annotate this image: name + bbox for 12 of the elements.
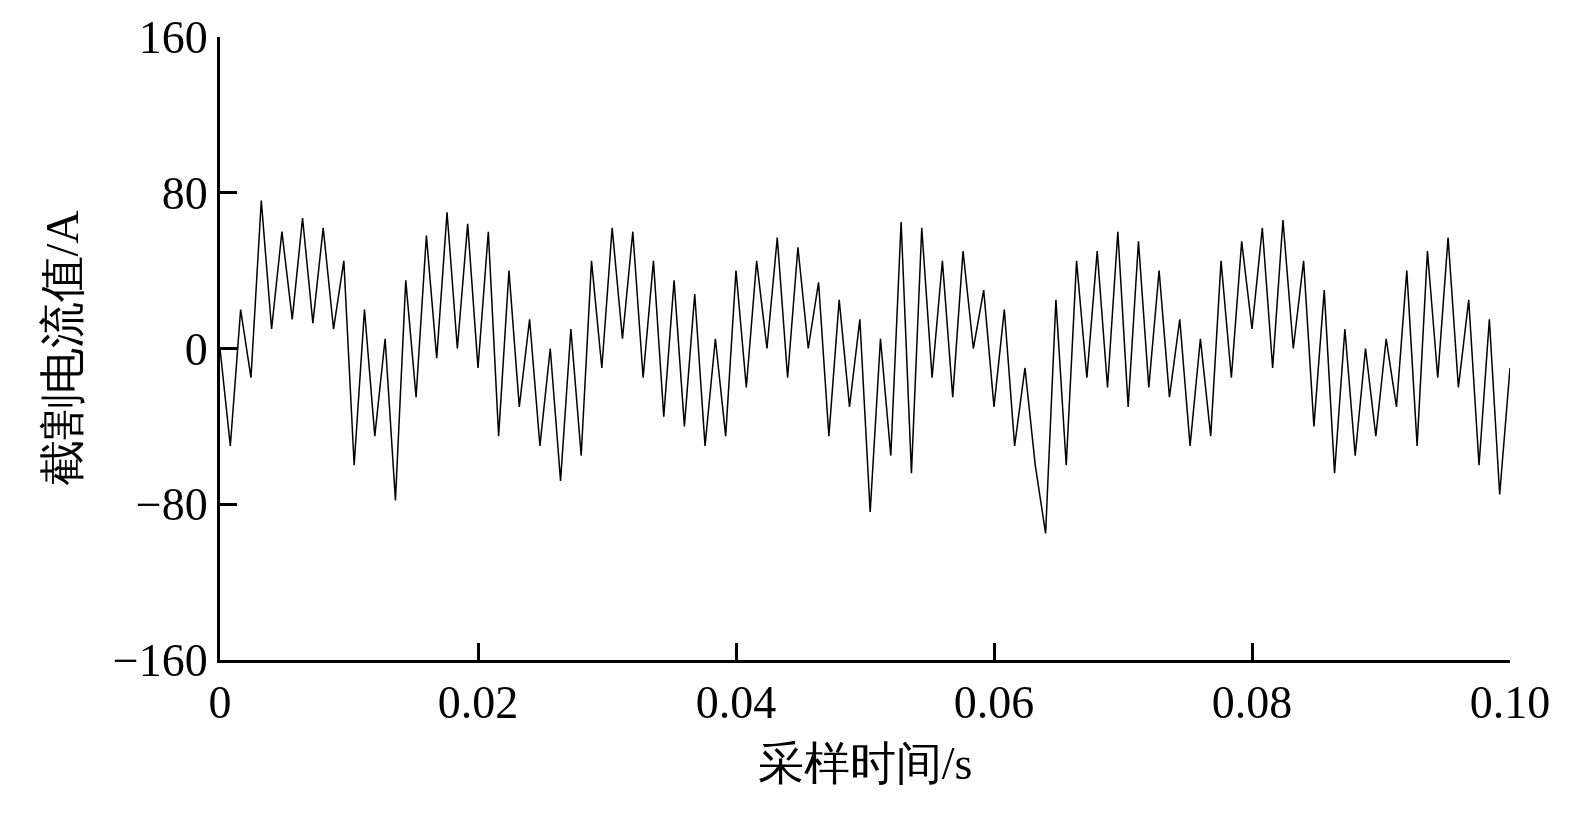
y-axis-title: 截割电流值/A (37, 210, 89, 487)
x-tick-label: 0.08 (1211, 677, 1293, 729)
x-tick-label: 0.10 (1469, 677, 1551, 729)
y-tick-label: 0 (184, 323, 208, 375)
y-tick-label: 80 (161, 167, 208, 219)
x-tick-label: 0.06 (953, 677, 1035, 729)
y-tick-label: 160 (138, 12, 208, 64)
x-axis-title: 采样时间/s (757, 737, 973, 789)
y-tick-label: −80 (135, 479, 208, 531)
y-tick-label: −160 (112, 635, 208, 687)
x-tick-label: 0.02 (437, 677, 519, 729)
x-tick-label: 0.04 (695, 677, 777, 729)
